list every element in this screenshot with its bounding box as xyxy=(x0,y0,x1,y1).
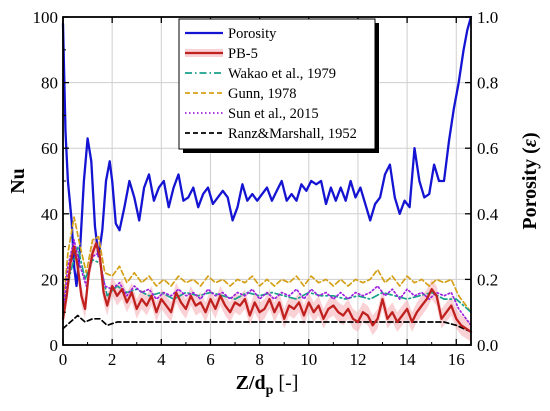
series-line-porosity xyxy=(61,15,473,288)
x-tick-label: 6 xyxy=(206,350,215,369)
x-tick-label: 16 xyxy=(448,350,465,369)
legend-label: Porosity xyxy=(228,26,277,42)
series-layer xyxy=(61,15,473,334)
x-tick-label: 14 xyxy=(399,350,417,369)
pb5-uncertainty-band xyxy=(63,233,471,342)
legend-label: PB-5 xyxy=(228,46,258,62)
y-right-tick-label: 0.6 xyxy=(477,139,498,158)
y-left-tick-label: 100 xyxy=(33,8,59,27)
y-left-tick-label: 80 xyxy=(41,74,58,93)
legend: Porosity PB-5 Wakao et al., 1979 Gunn, 1978… xyxy=(178,18,379,153)
series-line-ranz-marshall-1952 xyxy=(62,314,472,333)
y-right-tick-label: 1.0 xyxy=(477,8,498,27)
y-right-tick-label: 0.2 xyxy=(477,270,498,289)
y-right-tick-label: 0.4 xyxy=(477,205,499,224)
legend-label: Gunn, 1978 xyxy=(228,86,296,102)
x-tick-label: 0 xyxy=(59,350,68,369)
x-tick-label: 8 xyxy=(255,350,264,369)
legend-box xyxy=(178,18,376,150)
series-line-wakao-et-al-1979 xyxy=(62,245,472,314)
y-left-tick-label: 60 xyxy=(41,139,58,158)
legend-label: Wakao et al., 1979 xyxy=(228,66,336,82)
y-axis-left-title: Nu xyxy=(7,168,29,194)
x-tick-label: 12 xyxy=(349,350,366,369)
y-left-tick-label: 0 xyxy=(50,336,59,355)
legend-label: Sun et al., 2015 xyxy=(228,106,319,122)
y-right-tick-label: 0.0 xyxy=(477,336,498,355)
series-line-gunn-1978 xyxy=(62,216,472,314)
legend-items: Porosity PB-5 Wakao et al., 1979 Gunn, 1978… xyxy=(185,26,357,142)
x-tick-label: 10 xyxy=(300,350,317,369)
legend-label: Ranz&Marshall, 1952 xyxy=(228,126,357,142)
y-right-tick-label: 0.8 xyxy=(477,74,498,93)
x-axis-title: Z/dp [-] xyxy=(236,372,299,398)
tick-labels: 0 2 4 6 8 10 12 14 16 0 20 40 60 80 100 0.0 0.2 0.4 0.6 0.8… xyxy=(33,8,499,369)
series-line-pb-5 xyxy=(61,242,473,334)
x-tick-label: 2 xyxy=(108,350,117,369)
y-axis-right-title: Porosity (ε) xyxy=(519,132,541,229)
y-left-tick-label: 40 xyxy=(41,205,58,224)
y-left-tick-label: 20 xyxy=(41,270,58,289)
pb5-band-area xyxy=(63,233,471,342)
x-tick-label: 4 xyxy=(157,350,166,369)
